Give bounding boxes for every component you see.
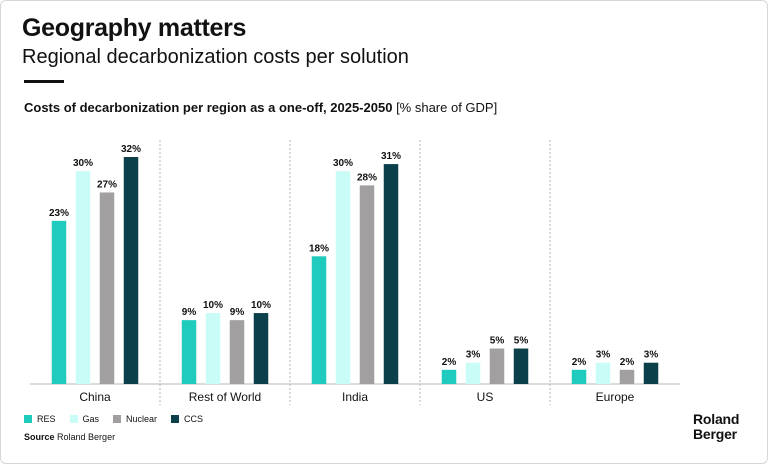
data-label: 27% — [97, 179, 117, 190]
source-text: Roland Berger — [57, 432, 116, 442]
bar-res — [311, 256, 327, 384]
logo-line-2: Berger — [693, 426, 737, 442]
bar-ccs — [253, 313, 269, 384]
bar-gas — [335, 171, 351, 384]
legend-item-nuclear: Nuclear — [113, 414, 157, 424]
logo-line-1: Roland — [693, 411, 740, 427]
bar-gas — [75, 171, 91, 384]
data-label: 23% — [49, 208, 69, 219]
data-label: 2% — [442, 357, 457, 368]
data-label: 18% — [309, 243, 329, 254]
chart-heading-text: Costs of decarbonization per region as a… — [24, 100, 393, 115]
legend-label-ccs: CCS — [184, 414, 204, 424]
data-label: 32% — [121, 144, 141, 155]
legend-swatch-res — [24, 415, 32, 423]
title-underline — [24, 80, 64, 83]
data-label: 2% — [572, 357, 587, 368]
bar-ccs — [513, 348, 529, 384]
page-subtitle: Regional decarbonization costs per solut… — [22, 46, 409, 68]
page-title: Geography matters — [22, 14, 247, 42]
bar-nuclear — [99, 192, 115, 384]
data-label: 30% — [73, 158, 93, 169]
bar-gas — [205, 313, 221, 384]
data-label: 3% — [596, 350, 611, 361]
source-label: Source — [24, 432, 55, 442]
bar-nuclear — [229, 320, 245, 384]
legend-label-nuclear: Nuclear — [126, 414, 158, 424]
bar-nuclear — [489, 348, 505, 384]
data-label: 30% — [333, 158, 353, 169]
legend-swatch-ccs — [171, 415, 180, 423]
bar-res — [441, 369, 457, 384]
data-label: 10% — [251, 300, 271, 311]
source-note: Source Roland Berger — [24, 432, 115, 442]
data-label: 10% — [203, 300, 223, 311]
bar-ccs — [123, 157, 139, 384]
legend-item-gas: Gas — [69, 414, 100, 424]
data-label: 28% — [357, 172, 377, 183]
data-label: 3% — [644, 350, 659, 361]
legend: RES Gas Nuclear CCS — [24, 414, 203, 424]
category-label: Rest of World — [189, 390, 261, 404]
bar-ccs — [383, 164, 399, 384]
legend-swatch-nuclear — [113, 415, 122, 423]
chart-heading: Costs of decarbonization per region as a… — [24, 100, 497, 115]
legend-item-ccs: CCS — [171, 414, 203, 424]
category-label: US — [477, 390, 494, 404]
bar-gas — [595, 362, 611, 384]
legend-label-gas: Gas — [82, 414, 100, 424]
data-label: 2% — [620, 357, 635, 368]
data-label: 5% — [514, 336, 529, 347]
legend-label-res: RES — [37, 414, 56, 424]
bar-res — [181, 320, 197, 384]
legend-swatch-gas — [69, 415, 78, 423]
bar-res — [51, 220, 67, 384]
category-label: China — [79, 390, 111, 404]
data-label: 5% — [490, 336, 505, 347]
bar-nuclear — [359, 185, 375, 384]
chart-heading-unit: [% share of GDP] — [396, 100, 498, 115]
data-label: 9% — [182, 307, 197, 318]
category-label: India — [342, 390, 368, 404]
roland-berger-logo: Roland Berger — [693, 412, 739, 442]
bar-ccs — [643, 362, 659, 384]
bar-nuclear — [619, 369, 635, 384]
data-label: 31% — [381, 151, 401, 162]
category-label: Europe — [596, 390, 635, 404]
data-label: 3% — [466, 350, 481, 361]
legend-item-res: RES — [24, 414, 56, 424]
data-label: 9% — [230, 307, 245, 318]
bar-res — [571, 369, 587, 384]
bar-gas — [465, 362, 481, 384]
